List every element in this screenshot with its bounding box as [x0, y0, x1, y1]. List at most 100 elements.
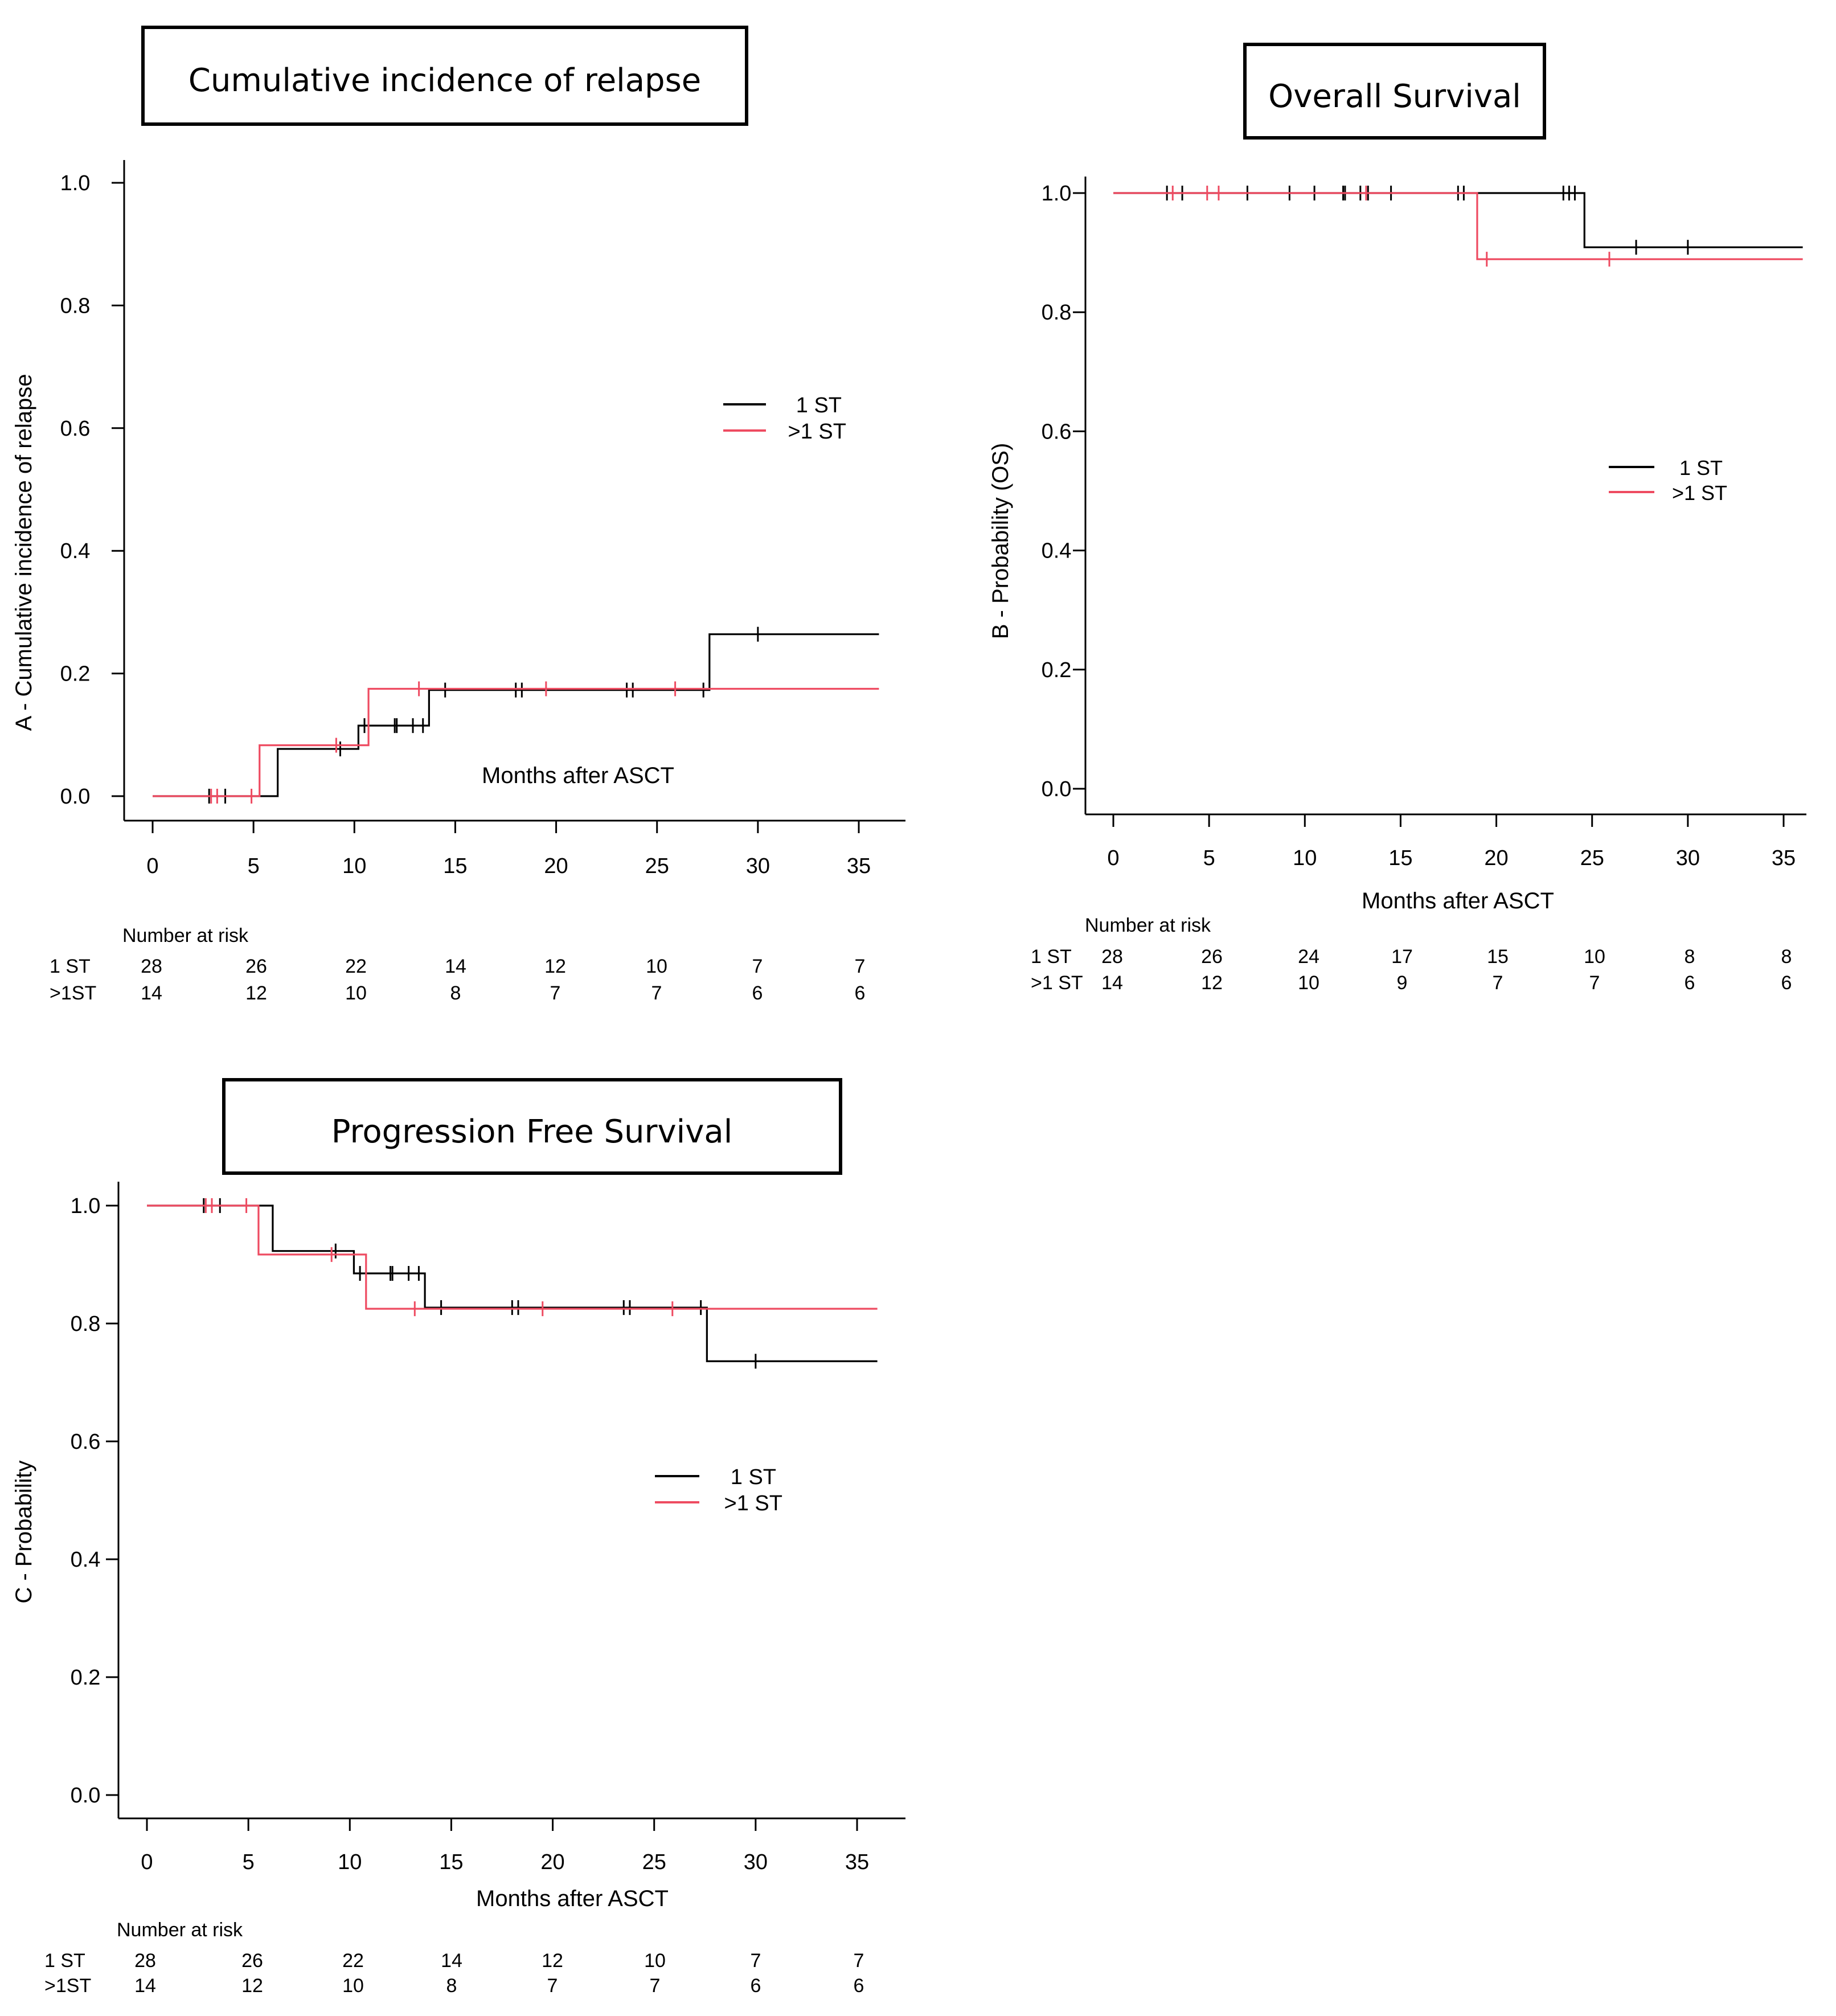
panel-c-risk-value: 14 — [441, 1950, 462, 1972]
panel-b-risk-title: Number at risk — [1085, 915, 1211, 936]
panel-c-x-tick-label: 0 — [141, 1850, 153, 1874]
panel-a-risk-value: 12 — [245, 982, 267, 1004]
panel-a-risk-value: 26 — [245, 956, 267, 977]
panel-a-x-tick-label: 10 — [342, 854, 366, 878]
panel-b-risk-value: 17 — [1391, 946, 1413, 968]
panel-a-y-axis-label: A - Cumulative incidence of relapse — [11, 374, 36, 731]
panel-c-risk-value: 7 — [547, 1975, 558, 1997]
panel-c-risk-value: 28 — [134, 1950, 156, 1972]
panel-a-risk-value: 7 — [651, 982, 662, 1004]
panel-b-risk-value: 7 — [1493, 972, 1503, 994]
panel-b-y-tick-label: 0.2 — [1042, 658, 1072, 682]
panel-b-series-gt1st-line — [1113, 192, 1803, 260]
panel-b-risk-value: 6 — [1781, 972, 1792, 994]
panel-b-risk-value: 6 — [1685, 972, 1695, 994]
panel-b-risk-value: 28 — [1101, 946, 1123, 968]
panel-b-risk-value: 8 — [1685, 946, 1695, 968]
panel-a-risk-value: 10 — [345, 982, 367, 1004]
panel-b-x-tick-label: 30 — [1676, 846, 1700, 870]
panel-c-x-tick-label: 10 — [338, 1850, 362, 1874]
panel-a-risk-value: 14 — [141, 982, 162, 1004]
panel-b-risk-value: 10 — [1584, 946, 1605, 968]
panel-c-risk-title: Number at risk — [117, 1919, 243, 1941]
panel-c-title: Progression Free Survival — [331, 1113, 733, 1150]
panel-c-x-tick-label: 5 — [243, 1850, 255, 1874]
panel-b-risk-value: 7 — [1589, 972, 1600, 994]
panel-c-x-tick-labels: 0 5 10 15 20 25 30 35 — [141, 1850, 869, 1874]
panel-b-x-axis-label: Months after ASCT — [1362, 888, 1554, 913]
panel-a-y-tick-label: 0.2 — [60, 662, 91, 686]
panel-c-x-axis-label: Months after ASCT — [476, 1886, 669, 1911]
panel-a-x-tick-labels: 0 5 10 15 20 25 30 35 — [146, 854, 871, 878]
panel-b-y-tick-label: 0.8 — [1042, 301, 1072, 325]
panel-b-y-tick-label: 0.0 — [1042, 777, 1072, 801]
panel-b-y-axis-label: B - Probability (OS) — [988, 443, 1013, 640]
panel-c-risk-row-label: 1 ST — [44, 1950, 85, 1972]
panel-a-risk-value: 28 — [141, 956, 162, 977]
panel-a-x-tick-label: 0 — [146, 854, 158, 878]
panel-c-legend-label-gt1st: >1 ST — [724, 1491, 782, 1515]
panel-c-x-tick-label: 25 — [642, 1850, 666, 1874]
panel-a-y-tick-labels: 0.0 0.2 0.4 0.6 0.8 1.0 — [60, 171, 91, 809]
panel-b-legend: 1 ST >1 ST — [1609, 456, 1727, 505]
panel-c-series-gt1st-line — [147, 1204, 878, 1310]
panel-b-x-tick-labels: 0 5 10 15 20 25 30 35 — [1107, 846, 1796, 870]
panel-a-risk-value: 14 — [445, 956, 466, 977]
panel-b-x-tick-label: 0 — [1107, 846, 1119, 870]
panel-c-risk-value: 14 — [134, 1975, 156, 1997]
panel-b-x-tick-label: 5 — [1203, 846, 1215, 870]
panel-c-x-tick-label: 15 — [439, 1850, 463, 1874]
panel-a-series-gt1st-line — [153, 687, 879, 797]
panel-c-y-tick-label: 0.8 — [71, 1312, 101, 1336]
panel-a-x-tick-label: 20 — [544, 854, 568, 878]
panel-c-axes — [106, 1182, 905, 1831]
panel-c-legend-label-1st: 1 ST — [731, 1465, 776, 1489]
panel-c-title-box: Progression Free Survival — [222, 1078, 842, 1175]
panel-b-y-tick-label: 0.4 — [1042, 539, 1072, 563]
panel-b-x-tick-label: 25 — [1580, 846, 1604, 870]
panel-c-risk-value: 22 — [342, 1950, 364, 1972]
panel-a-risk-value: 7 — [752, 956, 763, 977]
panel-c-x-tick-label: 20 — [540, 1850, 564, 1874]
panel-a-y-tick-label: 1.0 — [60, 171, 91, 195]
panel-c-y-axis-label: C - Probability — [11, 1460, 36, 1603]
panel-a-x-tick-label: 25 — [645, 854, 669, 878]
panel-b-risk-row-label: >1 ST — [1031, 972, 1083, 994]
panel-c-risk-value: 7 — [751, 1950, 761, 1972]
panel-a-x-tick-label: 15 — [443, 854, 467, 878]
panel-c-risk-value: 7 — [650, 1975, 661, 1997]
panel-b-risk-value: 14 — [1101, 972, 1123, 994]
panel-c-y-tick-labels: 0.0 0.2 0.4 0.6 0.8 1.0 — [71, 1194, 101, 1808]
panel-a-risk-value: 6 — [752, 982, 763, 1004]
panel-b-series-1st-line — [1113, 192, 1803, 248]
panel-b-risk-value: 8 — [1781, 946, 1792, 968]
panel-a-y-tick-label: 0.8 — [60, 294, 91, 318]
panel-b-risk-row-label: 1 ST — [1031, 946, 1072, 968]
panel-a-x-axis-label: Months after ASCT — [482, 763, 674, 788]
panel-c-risk-value: 26 — [241, 1950, 263, 1972]
panel-a-series — [153, 626, 879, 804]
panel-b-axes — [1073, 177, 1806, 827]
panel-b-y-tick-labels: 0.0 0.2 0.4 0.6 0.8 1.0 — [1042, 182, 1072, 801]
panel-a-legend-label-gt1st: >1 ST — [788, 420, 846, 444]
panel-c-y-tick-label: 1.0 — [71, 1194, 101, 1218]
panel-c-risk-value: 6 — [751, 1975, 761, 1997]
panel-c-risk-value: 10 — [644, 1950, 666, 1972]
panel-b-risk-value: 15 — [1487, 946, 1509, 968]
panel-b-title-box: Overall Survival — [1243, 43, 1546, 140]
panel-a-x-tick-label: 30 — [746, 854, 770, 878]
panel-a-axes — [112, 160, 905, 833]
panel-b-legend-label-1st: 1 ST — [1679, 456, 1723, 480]
panel-b-legend-label-gt1st: >1 ST — [1672, 481, 1727, 505]
panel-a-risk-table: 1 ST 28 26 22 14 12 10 7 7 >1ST 14 12 10 8 7 7 6 6 — [50, 956, 865, 1004]
panel-b-x-tick-label: 15 — [1388, 846, 1412, 870]
panel-a-risk-value: 22 — [345, 956, 367, 977]
panel-b-risk-value: 26 — [1201, 946, 1223, 968]
panel-a-risk-value: 7 — [550, 982, 561, 1004]
panel-a-legend-label-1st: 1 ST — [796, 394, 842, 417]
panel-a-y-tick-label: 0.0 — [60, 785, 91, 809]
panel-a-x-tick-label: 5 — [248, 854, 260, 878]
panel-c-legend: 1 ST >1 ST — [655, 1465, 782, 1515]
panel-a-title: Cumulative incidence of relapse — [188, 62, 701, 99]
panel-c-risk-value: 6 — [854, 1975, 864, 1997]
